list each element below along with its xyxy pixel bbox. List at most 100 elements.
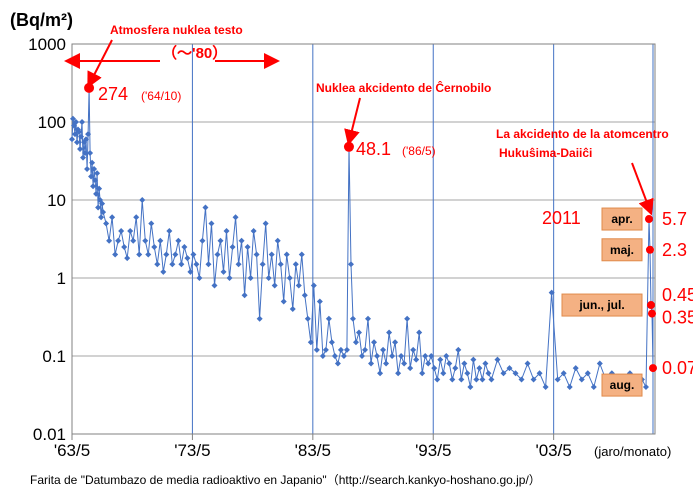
data-point	[106, 237, 113, 244]
data-point	[340, 353, 347, 359]
data-point	[395, 370, 402, 377]
data-point	[380, 346, 387, 353]
data-point	[410, 346, 417, 353]
data-point	[226, 275, 233, 281]
data-point	[524, 360, 531, 367]
data-point	[112, 251, 119, 258]
data-point	[82, 150, 89, 157]
data-point	[100, 209, 107, 216]
data-point	[268, 251, 275, 258]
data-point	[160, 268, 167, 275]
data-point	[283, 251, 290, 258]
data-point	[244, 243, 251, 250]
data-point	[578, 376, 585, 383]
data-point	[343, 346, 350, 353]
data-point	[325, 315, 332, 322]
data-point	[446, 360, 453, 367]
data-point	[88, 173, 95, 180]
x-tick-label: '83/5	[295, 441, 331, 460]
data-point	[127, 228, 134, 235]
data-point	[542, 384, 549, 391]
data-point	[322, 346, 329, 353]
data-point	[500, 370, 507, 377]
data-point	[301, 292, 308, 299]
source-note: Farita de "Datumbazo de media radioaktiv…	[30, 473, 541, 487]
data-point	[184, 255, 191, 262]
data-point	[193, 261, 200, 268]
data-point	[470, 356, 477, 363]
month-box	[601, 238, 643, 262]
data-point	[377, 370, 384, 377]
data-point	[74, 139, 81, 146]
value-label: 0.45	[662, 285, 693, 305]
data-point	[461, 360, 468, 367]
data-point	[96, 185, 103, 192]
data-point	[118, 228, 125, 235]
data-point	[70, 115, 77, 122]
data-point	[596, 360, 603, 367]
data-point	[365, 315, 372, 322]
data-point	[392, 339, 399, 346]
y-tick-label: 100	[38, 113, 66, 132]
data-point	[217, 237, 224, 244]
data-point	[83, 136, 90, 143]
data-point	[422, 353, 429, 359]
y-tick-label: 1	[57, 269, 66, 288]
data-point	[262, 220, 269, 227]
data-point	[416, 329, 423, 336]
data-point	[232, 214, 239, 221]
data-point	[78, 133, 85, 140]
data-point	[91, 165, 98, 172]
fukushima-callout-arrow	[631, 162, 654, 216]
data-point	[136, 251, 143, 258]
data-point	[443, 353, 450, 359]
data-point	[286, 275, 293, 281]
data-point	[337, 346, 344, 353]
data-point	[476, 365, 483, 372]
y-tick-label: 0.1	[42, 347, 66, 366]
data-point	[560, 370, 567, 377]
month-label: jun., jul.	[578, 298, 624, 312]
data-point	[383, 360, 390, 367]
data-point	[247, 275, 254, 281]
data-point	[479, 376, 486, 383]
highlight-point	[648, 364, 657, 373]
data-point	[347, 261, 354, 268]
data-point	[307, 339, 314, 346]
data-point	[93, 190, 100, 197]
month-label: apr.	[611, 212, 632, 226]
x-tick-label: '93/5	[415, 441, 451, 460]
y-tick-label: 10	[47, 191, 66, 210]
data-point	[187, 268, 194, 275]
fukushima-title-line1: La akcidento de la atomcentro	[496, 127, 669, 141]
fukushima-title-line2: Hukuŝima-Daiiĉi	[499, 146, 592, 160]
data-point	[265, 275, 272, 281]
chernobyl-peak-value: 48.1	[356, 139, 391, 159]
data-point	[425, 360, 432, 367]
data-point	[434, 376, 441, 383]
data-point	[566, 384, 573, 391]
month-labels: apr. maj. jun., jul. aug.	[561, 207, 643, 397]
data-point	[205, 261, 212, 268]
data-point	[316, 298, 323, 305]
data-point	[292, 261, 299, 268]
data-point	[352, 339, 359, 346]
data-point	[371, 339, 378, 346]
highlight-point	[84, 82, 95, 93]
data-point	[90, 183, 97, 190]
data-point	[199, 237, 206, 244]
chernobyl-title: Nuklea akcidento de Ĉernobilo	[316, 80, 491, 95]
data-point	[259, 261, 266, 268]
data-point	[241, 292, 248, 299]
data-point	[121, 243, 128, 250]
data-point	[413, 356, 420, 363]
month-label: aug.	[610, 378, 635, 392]
data-point	[133, 214, 140, 221]
data-point	[449, 376, 456, 383]
series-points	[69, 84, 656, 391]
data-point	[87, 150, 94, 157]
data-point	[485, 370, 492, 377]
data-point	[295, 282, 302, 289]
x-axis-unit-label: (jaro/monato)	[594, 444, 671, 459]
